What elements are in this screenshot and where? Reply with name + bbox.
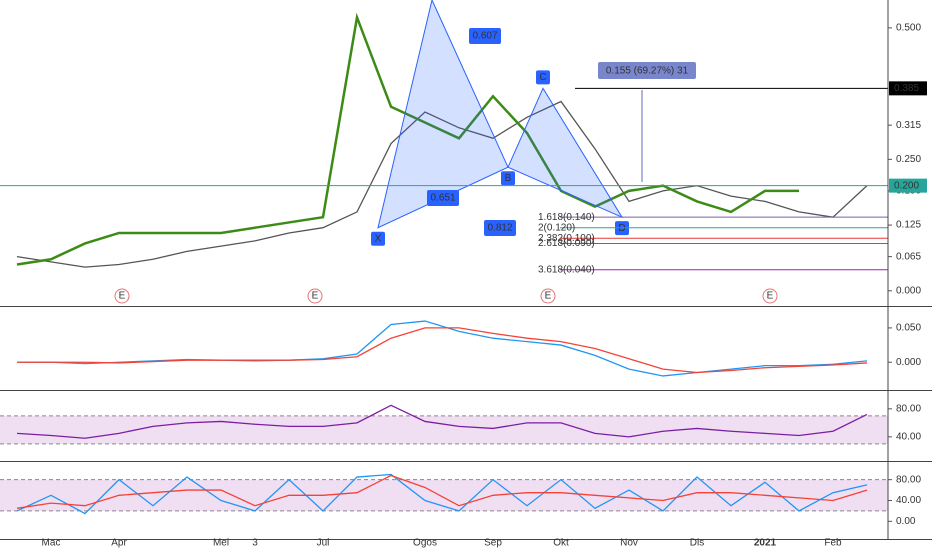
pattern-label-box <box>371 231 385 246</box>
fib-label: 2(0.120) <box>538 222 575 233</box>
y-tick-label: 0.000 <box>896 357 921 368</box>
event-label: E <box>312 291 319 302</box>
x-tick-label: Dis <box>690 538 704 549</box>
line-series <box>16 404 868 439</box>
pattern-label: X <box>375 233 382 244</box>
x-tick-label: Sep <box>484 538 502 549</box>
ratio-box <box>469 28 501 44</box>
fib-label: 1.618(0.140) <box>538 212 595 223</box>
pattern-label-box <box>501 171 515 186</box>
y-tick-label: 40.00 <box>896 432 921 443</box>
pattern-label-box <box>536 70 550 85</box>
event-marker <box>114 288 130 304</box>
y-tick-label: 0.050 <box>896 323 921 334</box>
x-tick-label: Apr <box>111 538 127 549</box>
pattern-label: B <box>505 173 512 184</box>
ratio-label: 0.812 <box>487 223 512 234</box>
event-marker <box>540 288 556 304</box>
x-tick-label: Mac <box>42 538 61 549</box>
event-label: E <box>545 291 552 302</box>
y-tick-label: 0.065 <box>896 251 921 262</box>
event-label: E <box>119 291 126 302</box>
x-tick-label: Okt <box>553 538 569 549</box>
event-marker <box>762 288 778 304</box>
fib-label: 2.382(0.100) <box>538 233 595 244</box>
ratio-label: 0.651 <box>430 193 455 204</box>
price-label: 0.200 <box>894 180 919 191</box>
line-series <box>16 100 868 268</box>
x-tick-label: 2021 <box>754 538 777 549</box>
y-tick-label: 80.00 <box>896 474 921 485</box>
line-series <box>17 327 868 374</box>
y-tick-label: 0.125 <box>896 220 921 231</box>
line-series <box>16 473 868 515</box>
fib-label: 2.618(0.090) <box>538 238 595 249</box>
ratio-label: 0.607 <box>472 31 497 42</box>
band <box>0 415 888 444</box>
price-label: 0.385 <box>894 83 919 94</box>
y-tick-label: 80.00 <box>896 403 921 414</box>
fib-label: 3.618(0.040) <box>538 264 595 275</box>
x-tick-label: Nov <box>620 538 638 549</box>
price-label-box <box>889 81 927 96</box>
pattern-label: D <box>618 223 625 234</box>
pattern-bcd <box>507 87 624 219</box>
x-tick-label: Jul <box>317 538 330 549</box>
ratio-box <box>484 220 516 236</box>
line-series <box>17 320 868 377</box>
y-tick-label: 40.00 <box>896 495 921 506</box>
pattern-label: C <box>539 72 546 83</box>
price-label-box <box>889 178 927 193</box>
line-series <box>16 474 868 509</box>
y-tick-label: 0.250 <box>896 154 921 165</box>
line-series <box>16 12 799 266</box>
measure-box <box>598 62 696 79</box>
y-tick-label: 0.500 <box>896 23 921 34</box>
y-tick-label: 0.315 <box>896 120 921 131</box>
y-tick-label: 0.000 <box>896 285 921 296</box>
measure-label: 0.155 (69.27%) 31 <box>606 66 689 77</box>
x-tick-label: Mei <box>213 538 229 549</box>
event-marker <box>307 288 323 304</box>
x-tick-label: Ogos <box>413 538 437 549</box>
ratio-box <box>427 190 459 206</box>
x-tick-label: Feb <box>824 538 842 549</box>
event-label: E <box>767 291 774 302</box>
y-tick-label: 0.00 <box>896 516 916 527</box>
x-tick-label: 3 <box>252 538 258 549</box>
